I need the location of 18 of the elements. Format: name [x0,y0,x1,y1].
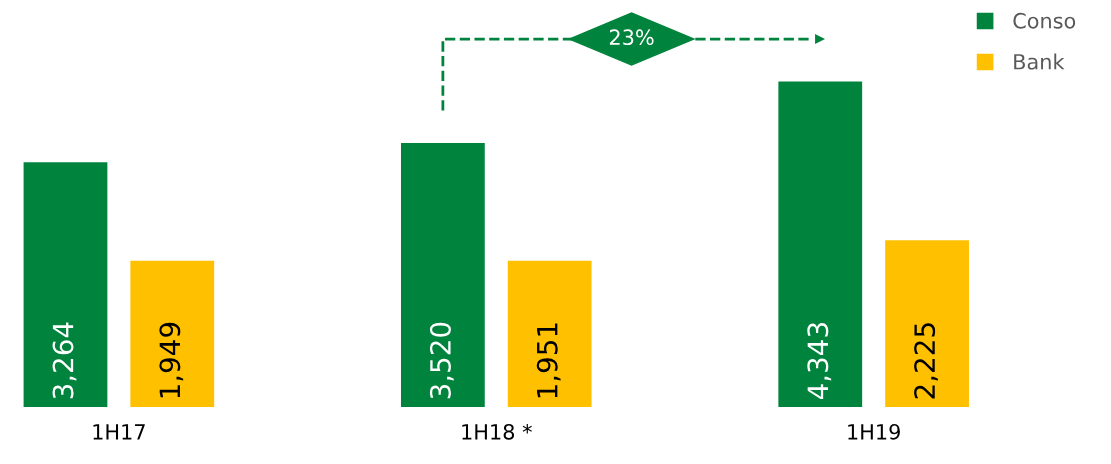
data-label: 3,264 [52,322,77,399]
x-tick-label: 1H18 * [462,423,532,440]
bar [507,260,592,407]
data-label: 3,520 [429,322,454,399]
legend-label: Conso [1013,12,1076,29]
x-tick-label: 1H17 [93,424,145,440]
data-label: 1,951 [536,323,561,398]
data-label: 4,343 [807,323,832,400]
bar [778,81,863,407]
data-label: 1,949 [159,322,184,398]
bar [885,240,969,407]
text: 23% [609,29,654,46]
bar [400,143,485,407]
legend-label: Bank [1014,53,1065,70]
data-label: 2,225 [914,323,938,399]
bar [130,260,215,407]
bar [23,162,108,407]
x-tick-label: 1H19 [848,423,900,440]
